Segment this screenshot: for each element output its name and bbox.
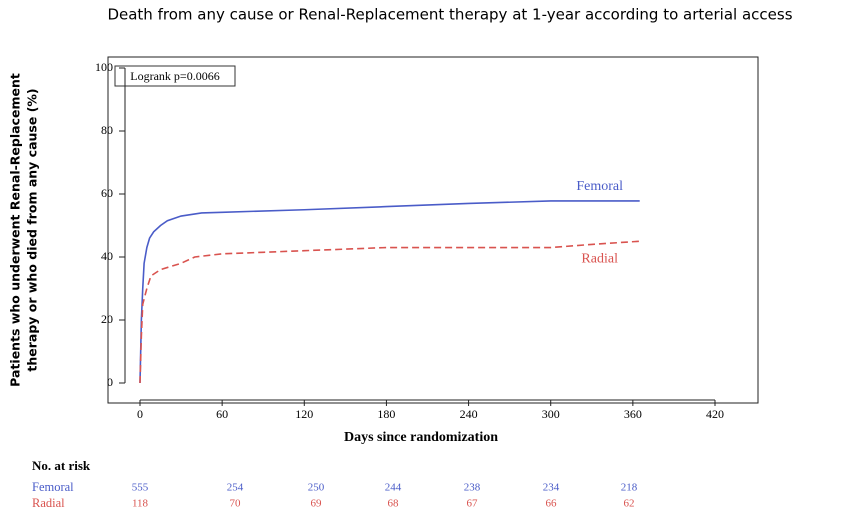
risk-count: 250 xyxy=(308,482,325,494)
y-label-line: therapy or who died from any cause (%) xyxy=(25,88,40,371)
series-line xyxy=(139,240,640,384)
risk-row-label: Femoral xyxy=(32,480,74,494)
x-tick-label: 120 xyxy=(295,407,313,421)
y-tick-label: 80 xyxy=(101,123,113,137)
risk-count: 66 xyxy=(546,498,558,510)
series-label: Radial xyxy=(581,251,618,266)
x-tick-label: 420 xyxy=(706,407,724,421)
x-tick-label: 300 xyxy=(542,407,560,421)
y-axis-title: Patients who underwent Renal-Replacement… xyxy=(8,73,40,387)
y-tick-label: 100 xyxy=(95,60,113,74)
risk-count: 69 xyxy=(311,498,323,510)
plot-frame xyxy=(107,56,759,404)
y-tick-label: 0 xyxy=(107,375,113,389)
y-tick-label: 60 xyxy=(101,186,113,200)
risk-count: 244 xyxy=(385,482,402,494)
risk-count: 118 xyxy=(132,498,149,510)
x-tick-label: 180 xyxy=(377,407,395,421)
x-tick-label: 240 xyxy=(460,407,478,421)
risk-count: 62 xyxy=(624,498,635,510)
series-label: Femoral xyxy=(576,179,623,194)
risk-count: 70 xyxy=(230,498,242,510)
x-axis-title: Days since randomization xyxy=(344,430,498,445)
risk-table-title: No. at risk xyxy=(32,458,91,473)
risk-count: 555 xyxy=(132,482,149,494)
annotation-box xyxy=(114,65,236,87)
y-tick-label: 40 xyxy=(101,249,113,263)
risk-count: 254 xyxy=(227,482,244,494)
y-tick-label: 20 xyxy=(101,312,113,326)
risk-count: 218 xyxy=(621,482,638,494)
risk-count: 68 xyxy=(388,498,400,510)
x-tick-label: 60 xyxy=(216,407,228,421)
x-tick-label: 0 xyxy=(137,407,143,421)
chart-title: Death from any cause or Renal-Replacemen… xyxy=(107,6,792,24)
y-label-line: Patients who underwent Renal-Replacement xyxy=(8,73,23,387)
risk-count: 67 xyxy=(467,498,479,510)
x-tick-label: 360 xyxy=(624,407,642,421)
risk-count: 238 xyxy=(464,482,481,494)
annotation: Logrank p=0.0066 xyxy=(130,69,219,83)
risk-row-label: Radial xyxy=(32,496,65,510)
risk-count: 234 xyxy=(543,482,560,494)
series-line xyxy=(139,200,640,384)
